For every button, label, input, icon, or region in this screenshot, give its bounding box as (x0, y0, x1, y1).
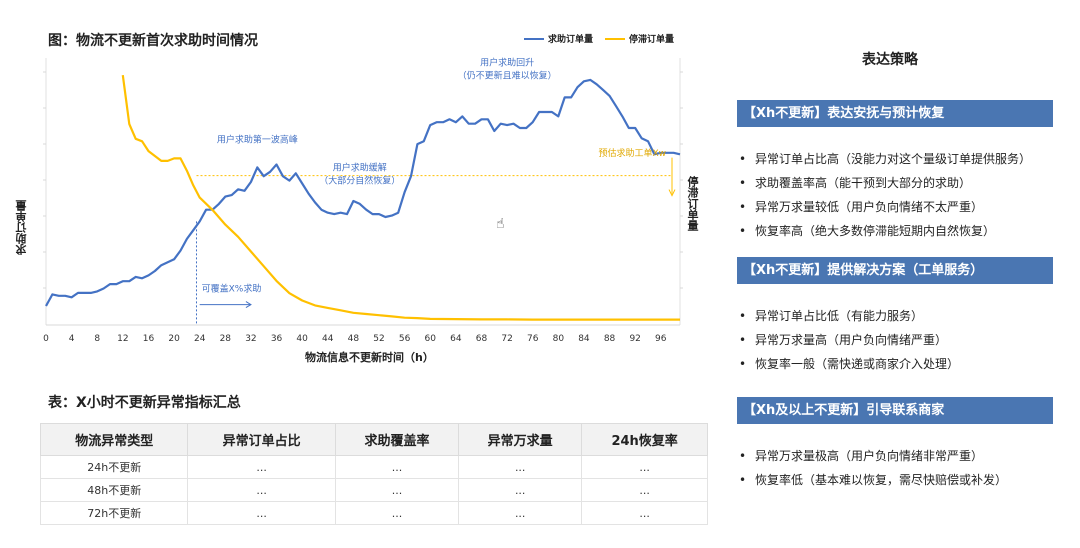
x-tick-label: 44 (322, 334, 334, 344)
summary-table: 物流异常类型 异常订单占比 求助覆盖率 异常万求量 24h恢复率 24h不更新 … (39, 423, 708, 525)
strategy-list: 异常订单占比高（没能力对这个量级订单提供服务） 求助覆盖率高（能干预到大部分的求… (737, 147, 1053, 243)
x-tick-label: 32 (245, 334, 256, 344)
table-header-cell: 求助覆盖率 (334, 423, 460, 456)
x-tick-label: 36 (271, 334, 283, 344)
x-tick-label: 24 (194, 334, 206, 344)
strategy-section-2: 【Xh不更新】提供解决方案（工单服务） 异常订单占比低（有能力服务） 异常万求量… (737, 257, 1053, 376)
strategy-header: 【Xh及以上不更新】引导联系商家 (737, 397, 1053, 424)
x-tick-label: 92 (629, 334, 640, 344)
x-tick-label: 0 (43, 334, 49, 344)
x-tick-label: 80 (553, 334, 565, 344)
table-cell: 48h不更新 (39, 478, 189, 502)
table-cell: ... (581, 455, 708, 479)
table-cell: ... (334, 478, 460, 502)
x-tick-label: 56 (399, 334, 411, 344)
strategy-list: 异常订单占比低（有能力服务） 异常万求量高（用户负向情绪严重） 恢复率一般（需快… (737, 304, 1053, 376)
table-cell: ... (187, 455, 336, 479)
x-tick-label: 96 (655, 334, 667, 344)
chart-legend: 求助订单量 停滞订单量 (524, 32, 674, 45)
legend-label-stalled: 停滞订单量 (629, 35, 675, 45)
table-cell: ... (458, 501, 583, 525)
x-tick-label: 88 (604, 334, 616, 344)
table-cell: ... (458, 478, 583, 502)
chart-annotation: （大部分自然恢复） (319, 174, 400, 186)
legend-item-stalled: 停滞订单量 (605, 32, 674, 45)
table-header-cell: 24h恢复率 (581, 423, 708, 456)
estimate-arrow-head (668, 189, 676, 197)
chart-annotation: 用户求助第一波高峰 (217, 134, 298, 146)
y-axis-label-left: 求助订单量 (15, 200, 28, 255)
y-axis-label-right: 停滞订单量 (686, 176, 699, 231)
legend-item-help: 求助订单量 (524, 32, 593, 45)
strategy-item: 异常万求量极高（用户负向情绪非常严重） (737, 444, 1053, 468)
chart-annotation: 用户求助缓解 (333, 161, 387, 173)
x-tick-label: 52 (373, 334, 384, 344)
strategy-title: 表达策略 (862, 52, 918, 68)
strategy-item: 恢复率低（基本难以恢复，需尽快赔偿或补发） (737, 468, 1053, 492)
table-cell: ... (187, 501, 336, 525)
chart-annotation: （仍不更新且难以恢复） (458, 69, 557, 81)
line-chart: 0 4 8 12 16 20 24 28 32 36 40 44 48 52 56 60 64 68 72 76 80 8… (43, 56, 683, 344)
x-tick-label: 12 (117, 334, 128, 344)
table-cell: ... (187, 478, 336, 502)
x-tick-label: 20 (168, 334, 180, 344)
table-header-cell: 物流异常类型 (39, 423, 189, 456)
table-row: 48h不更新 ... ... ... ... (39, 478, 708, 502)
x-tick-label: 84 (578, 334, 590, 344)
strategy-item: 恢复率高（绝大多数停滞能短期内自然恢复） (737, 219, 1053, 243)
x-tick-label: 72 (501, 334, 512, 344)
x-tick-label: 76 (527, 334, 539, 344)
strategy-item: 求助覆盖率高（能干预到大部分的求助） (737, 171, 1053, 195)
table-title: 表：X小时不更新异常指标汇总 (48, 395, 241, 411)
strategy-list: 异常万求量极高（用户负向情绪非常严重） 恢复率低（基本难以恢复，需尽快赔偿或补发… (737, 444, 1053, 492)
x-tick-label: 4 (69, 334, 75, 344)
table-cell: 24h不更新 (39, 455, 189, 479)
table-header-cell: 异常万求量 (458, 423, 583, 456)
strategy-header: 【Xh不更新】提供解决方案（工单服务） (737, 257, 1053, 284)
x-tick-label: 40 (296, 334, 308, 344)
strategy-item: 异常万求量高（用户负向情绪严重） (737, 328, 1053, 352)
strategy-section-3: 【Xh及以上不更新】引导联系商家 异常万求量极高（用户负向情绪非常严重） 恢复率… (737, 397, 1053, 492)
table-row: 24h不更新 ... ... ... ... (39, 455, 708, 479)
table-header-row: 物流异常类型 异常订单占比 求助覆盖率 异常万求量 24h恢复率 (39, 423, 708, 456)
strategy-section-1: 【Xh不更新】表达安抚与预计恢复 异常订单占比高（没能力对这个量级订单提供服务）… (737, 100, 1053, 243)
series-line-help (45, 78, 681, 307)
legend-swatch-stalled (605, 37, 626, 40)
strategy-item: 异常订单占比高（没能力对这个量级订单提供服务） (737, 147, 1053, 171)
table-header-cell: 异常订单占比 (187, 423, 336, 456)
table-cell: ... (581, 501, 708, 525)
strategy-item: 异常万求量较低（用户负向情绪不太严重） (737, 195, 1053, 219)
chart-title: 图：物流不更新首次求助时间情况 (48, 33, 258, 49)
table-cell: ... (581, 478, 708, 502)
x-tick-label: 28 (220, 334, 232, 344)
table-cell: ... (334, 501, 460, 525)
strategy-item: 恢复率一般（需快递或商家介入处理） (737, 352, 1053, 376)
x-axis-label: 物流信息不更新时间（h） (305, 351, 434, 364)
table-cell: 72h不更新 (39, 501, 189, 525)
series-line-stalled (121, 74, 680, 321)
chart-annotation: 预估求助工单Xw (598, 147, 666, 159)
x-tick-label: 68 (476, 334, 488, 344)
x-tick-label: 8 (94, 334, 100, 344)
coverage-arrow-head (245, 301, 252, 309)
table-row: 72h不更新 ... ... ... ... (39, 501, 708, 525)
x-tick-label: 16 (143, 334, 155, 344)
legend-label-help: 求助订单量 (548, 35, 594, 45)
strategy-item: 异常订单占比低（有能力服务） (737, 304, 1053, 328)
x-tick-label: 64 (450, 334, 462, 344)
table-cell: ... (334, 455, 460, 479)
strategy-header: 【Xh不更新】表达安抚与预计恢复 (737, 100, 1053, 127)
chart-annotation: 可覆盖X%求助 (202, 282, 262, 294)
x-tick-label: 48 (348, 334, 360, 344)
hand-cursor-icon: ☝ (496, 216, 505, 232)
table-cell: ... (458, 455, 583, 479)
legend-swatch-help (524, 37, 544, 40)
chart-annotation: 用户求助回升 (480, 56, 534, 68)
x-tick-label: 60 (425, 334, 437, 344)
